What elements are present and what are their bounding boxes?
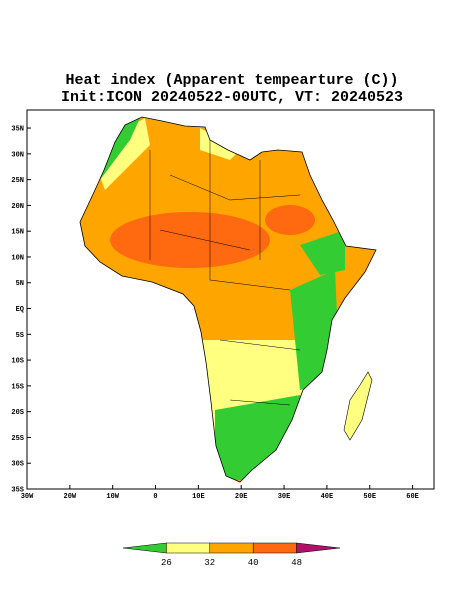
x-tick-label: 0 xyxy=(153,493,157,501)
y-tick-label: 25S xyxy=(11,435,24,443)
colorbar-segment xyxy=(166,542,211,554)
madagascar xyxy=(343,371,373,441)
y-tick-label: 5S xyxy=(16,332,24,340)
colorbar-low xyxy=(122,542,167,554)
title: Heat index (Apparent tempearture (C)) xyxy=(65,72,398,89)
colorbar-label: 32 xyxy=(204,558,215,568)
y-tick-label: 10N xyxy=(11,254,24,262)
x-tick-label: 10E xyxy=(192,493,205,501)
borders xyxy=(149,140,301,406)
x-tick-label: 50E xyxy=(363,493,376,501)
field-hot xyxy=(110,212,270,268)
y-tick-label: 35S xyxy=(11,487,24,495)
colorbar-label: 40 xyxy=(248,558,259,568)
y-tick-label: EQ xyxy=(16,306,24,314)
y-tick-label: 30N xyxy=(11,151,24,159)
x-tick-label: 20E xyxy=(235,493,248,501)
colorbar-label: 48 xyxy=(291,558,302,568)
coastline xyxy=(79,116,377,483)
field-mild xyxy=(300,230,345,275)
y-tick-label: 5N xyxy=(16,280,24,288)
x-tick-label: 60E xyxy=(406,493,419,501)
y-tick-label: 15N xyxy=(11,229,24,237)
y-tick-label: 35N xyxy=(11,126,24,134)
y-tick-label: 10S xyxy=(11,358,24,366)
x-tick-label: 10W xyxy=(106,493,119,501)
colorbar-label: 26 xyxy=(161,558,172,568)
subtitle: Init:ICON 20240522-00UTC, VT: 20240523 xyxy=(61,89,403,106)
colorbar-segment xyxy=(209,542,254,554)
y-tick-label: 25N xyxy=(11,177,24,185)
y-tick-label: 30S xyxy=(11,461,24,469)
y-tick-label: 15S xyxy=(11,383,24,391)
colorbar-segment xyxy=(252,542,297,554)
y-tick-label: 20N xyxy=(11,203,24,211)
y-tick-label: 20S xyxy=(11,409,24,417)
x-tick-label: 20W xyxy=(64,493,77,501)
colorbar-high xyxy=(296,542,341,554)
field-hot xyxy=(265,205,315,235)
x-tick-label: 40E xyxy=(321,493,334,501)
x-tick-label: 30E xyxy=(278,493,291,501)
x-tick-label: 30W xyxy=(21,493,34,501)
